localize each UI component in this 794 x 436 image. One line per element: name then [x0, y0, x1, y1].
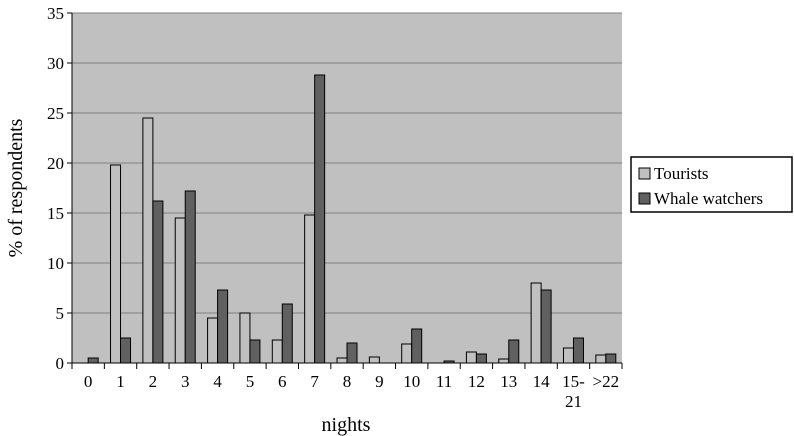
legend: Tourists Whale watchers: [630, 156, 793, 213]
bar-whale-watchers-16: [605, 353, 617, 364]
y-tick-label: 5: [56, 304, 65, 323]
gridlines: [72, 12, 622, 314]
y-tick-label: 10: [47, 254, 64, 273]
bar-tourists-1: [110, 164, 122, 364]
x-tick-label: 8: [343, 372, 352, 391]
bar-whale-watchers-2: [152, 200, 164, 364]
x-tick-label: 4: [213, 372, 222, 391]
bar-tourists-16: [595, 354, 607, 364]
bar-tourists-13: [498, 358, 510, 364]
bar-tourists-9: [368, 356, 380, 364]
bar-tourists-15: [562, 347, 574, 364]
x-tick-label: 0: [84, 372, 93, 391]
bar-tourists-7: [304, 214, 316, 364]
x-tick-label: 2: [149, 372, 158, 391]
legend-swatch-tourists: [638, 167, 651, 180]
y-tick-label: 30: [47, 54, 64, 73]
bar-whale-watchers-5: [249, 339, 261, 364]
bar-tourists-12: [465, 351, 477, 364]
bar-tourists-5: [239, 312, 251, 364]
y-axis-title: % of respondents: [5, 118, 27, 257]
bar-whale-watchers-3: [184, 190, 196, 364]
y-tick-label: 25: [47, 104, 64, 123]
x-axis-title: nights: [322, 414, 371, 436]
bar-whale-watchers-12: [475, 353, 487, 364]
bar-tourists-3: [174, 217, 186, 364]
x-tick-label: 5: [246, 372, 255, 391]
bar-whale-watchers-4: [217, 289, 229, 364]
x-tick-label: 11: [436, 372, 452, 391]
y-axis-ticks: 0 5 10 15 20 25 30 35: [47, 4, 72, 373]
bar-whale-watchers-7: [314, 74, 326, 364]
legend-box: [630, 156, 793, 213]
bar-whale-watchers-6: [281, 303, 293, 364]
x-tick-label: 10: [403, 372, 420, 391]
bars-group: [87, 74, 617, 364]
bar-whale-watchers-15: [572, 337, 584, 364]
bar-whale-watchers-8: [346, 342, 358, 364]
bar-whale-watchers-10: [411, 328, 423, 364]
bar-tourists-14: [530, 282, 542, 364]
x-tick-label: 6: [278, 372, 287, 391]
x-tick-label: 15-21: [562, 372, 585, 411]
y-tick-label: 35: [47, 4, 64, 23]
bar-tourists-4: [207, 317, 219, 364]
bar-tourists-8: [336, 357, 348, 364]
x-tick-label: 9: [375, 372, 384, 391]
bar-tourists-2: [142, 117, 154, 364]
bar-whale-watchers-13: [508, 339, 520, 364]
legend-label-whale-watchers: Whale watchers: [654, 189, 763, 208]
legend-label-tourists: Tourists: [654, 164, 709, 183]
x-tick-label: 7: [310, 372, 319, 391]
bar-whale-watchers-1: [120, 337, 132, 364]
y-tick-label: 0: [56, 354, 65, 373]
x-tick-label: >22: [593, 372, 620, 391]
bar-tourists-10: [401, 343, 413, 364]
x-tick-label: 3: [181, 372, 190, 391]
x-tick-label: 1: [116, 372, 125, 391]
x-tick-label: 13: [500, 372, 517, 391]
x-tick-label: 14: [533, 372, 551, 391]
y-tick-label: 20: [47, 154, 64, 173]
bar-whale-watchers-14: [540, 289, 552, 364]
plot-area: [72, 13, 622, 363]
x-tick-label: 12: [468, 372, 485, 391]
x-axis-ticks: 0 1 2 3 4 5 6 7 8 9 10 11 12 13 14 15-21>22: [71, 363, 623, 411]
y-tick-label: 15: [47, 204, 64, 223]
bar-whale-watchers-0: [87, 357, 99, 364]
legend-swatch-whale-watchers: [638, 192, 651, 205]
bar-tourists-6: [271, 339, 283, 364]
